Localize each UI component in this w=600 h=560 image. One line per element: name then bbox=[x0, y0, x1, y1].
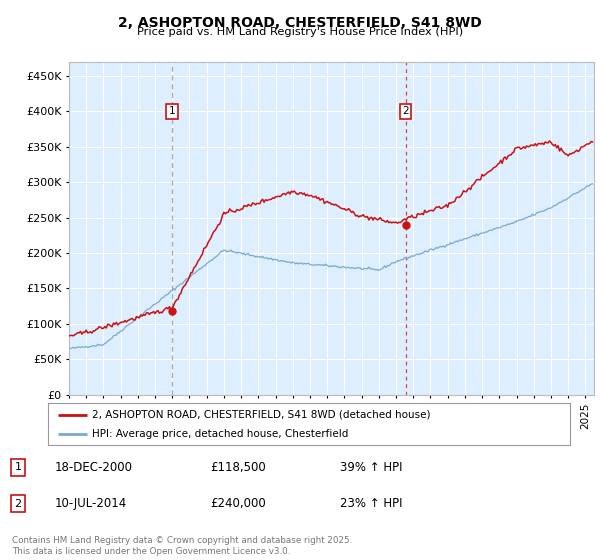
Text: 2, ASHOPTON ROAD, CHESTERFIELD, S41 8WD: 2, ASHOPTON ROAD, CHESTERFIELD, S41 8WD bbox=[118, 16, 482, 30]
Text: 39% ↑ HPI: 39% ↑ HPI bbox=[340, 461, 403, 474]
Text: 2, ASHOPTON ROAD, CHESTERFIELD, S41 8WD (detached house): 2, ASHOPTON ROAD, CHESTERFIELD, S41 8WD … bbox=[92, 409, 431, 419]
Text: £240,000: £240,000 bbox=[210, 497, 266, 510]
Text: £118,500: £118,500 bbox=[210, 461, 266, 474]
Text: Contains HM Land Registry data © Crown copyright and database right 2025.
This d: Contains HM Land Registry data © Crown c… bbox=[12, 536, 352, 556]
Text: 18-DEC-2000: 18-DEC-2000 bbox=[55, 461, 133, 474]
Text: 2: 2 bbox=[14, 499, 22, 508]
Text: 10-JUL-2014: 10-JUL-2014 bbox=[55, 497, 127, 510]
Text: 23% ↑ HPI: 23% ↑ HPI bbox=[340, 497, 403, 510]
Text: Price paid vs. HM Land Registry's House Price Index (HPI): Price paid vs. HM Land Registry's House … bbox=[137, 27, 463, 37]
Text: HPI: Average price, detached house, Chesterfield: HPI: Average price, detached house, Ches… bbox=[92, 429, 349, 439]
Text: 1: 1 bbox=[169, 106, 176, 116]
Text: 1: 1 bbox=[14, 463, 22, 473]
Text: 2: 2 bbox=[402, 106, 409, 116]
